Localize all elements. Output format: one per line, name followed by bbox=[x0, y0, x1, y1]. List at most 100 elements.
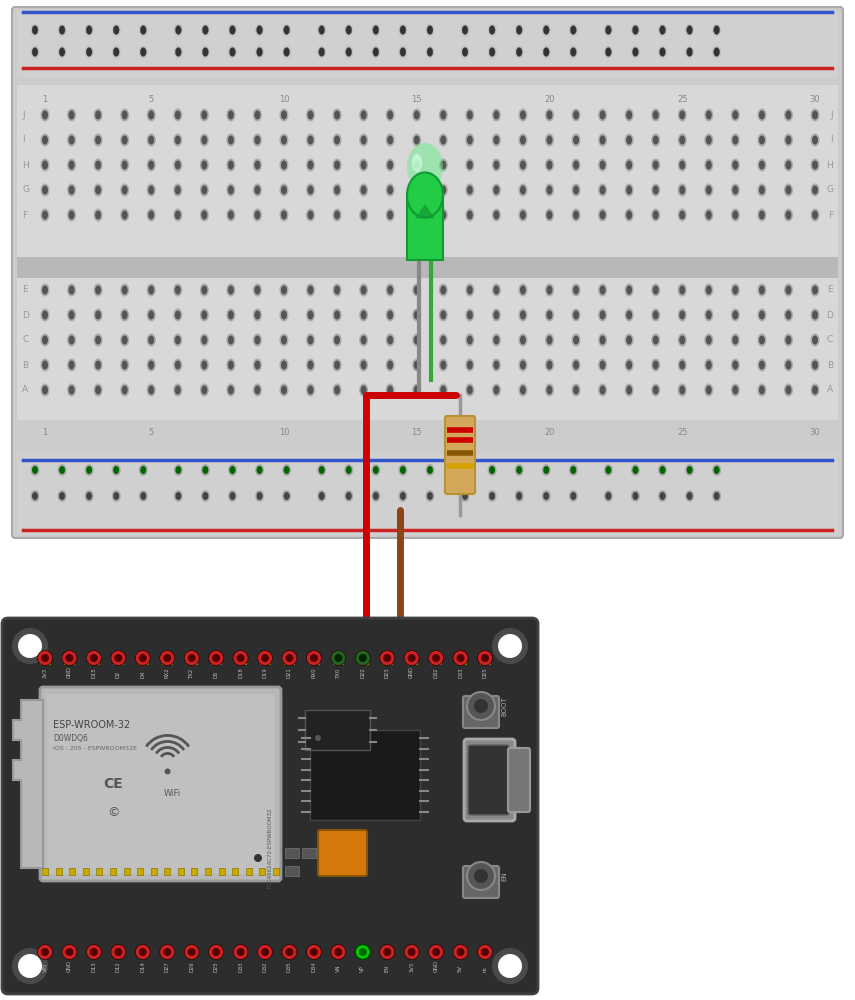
Ellipse shape bbox=[598, 359, 607, 371]
Ellipse shape bbox=[626, 310, 632, 320]
Ellipse shape bbox=[811, 383, 819, 396]
Ellipse shape bbox=[625, 383, 634, 396]
Circle shape bbox=[474, 869, 488, 883]
Ellipse shape bbox=[545, 308, 554, 322]
Ellipse shape bbox=[147, 383, 156, 396]
Ellipse shape bbox=[679, 360, 685, 369]
Bar bbox=[89, 656, 99, 664]
Ellipse shape bbox=[705, 184, 713, 196]
Ellipse shape bbox=[678, 184, 687, 196]
Ellipse shape bbox=[253, 383, 262, 396]
Ellipse shape bbox=[227, 184, 235, 196]
Ellipse shape bbox=[281, 286, 287, 294]
Ellipse shape bbox=[86, 466, 92, 474]
Ellipse shape bbox=[658, 490, 667, 502]
FancyBboxPatch shape bbox=[47, 694, 274, 874]
FancyBboxPatch shape bbox=[464, 739, 515, 821]
Ellipse shape bbox=[32, 466, 38, 474]
FancyBboxPatch shape bbox=[407, 195, 443, 260]
Ellipse shape bbox=[228, 336, 234, 344]
Ellipse shape bbox=[227, 308, 235, 322]
Circle shape bbox=[492, 948, 528, 984]
Ellipse shape bbox=[255, 490, 264, 502]
Ellipse shape bbox=[598, 184, 607, 196]
Ellipse shape bbox=[414, 336, 420, 344]
Circle shape bbox=[432, 654, 440, 662]
Ellipse shape bbox=[465, 334, 475, 347]
Ellipse shape bbox=[733, 310, 739, 320]
Ellipse shape bbox=[439, 158, 448, 172]
Ellipse shape bbox=[493, 110, 499, 119]
Ellipse shape bbox=[598, 308, 607, 322]
Ellipse shape bbox=[85, 464, 94, 476]
Ellipse shape bbox=[569, 464, 578, 476]
Ellipse shape bbox=[93, 359, 103, 371]
Ellipse shape bbox=[201, 310, 207, 320]
Ellipse shape bbox=[306, 284, 315, 296]
Ellipse shape bbox=[812, 211, 818, 220]
Bar bbox=[40, 948, 50, 956]
Text: D: D bbox=[826, 310, 833, 320]
Ellipse shape bbox=[387, 310, 393, 320]
Text: D26: D26 bbox=[189, 961, 194, 972]
Ellipse shape bbox=[599, 336, 605, 344]
Ellipse shape bbox=[200, 359, 209, 371]
Text: D27: D27 bbox=[165, 961, 170, 972]
Ellipse shape bbox=[520, 336, 526, 344]
Ellipse shape bbox=[281, 211, 287, 220]
Ellipse shape bbox=[543, 47, 549, 56]
Ellipse shape bbox=[573, 186, 579, 194]
Ellipse shape bbox=[492, 133, 501, 146]
Ellipse shape bbox=[308, 310, 314, 320]
Circle shape bbox=[62, 650, 77, 666]
Ellipse shape bbox=[42, 286, 48, 294]
Ellipse shape bbox=[520, 360, 526, 369]
Circle shape bbox=[86, 650, 102, 666]
Ellipse shape bbox=[42, 135, 48, 144]
Ellipse shape bbox=[147, 158, 156, 172]
Bar bbox=[480, 948, 490, 956]
Text: RX0: RX0 bbox=[311, 667, 316, 678]
Ellipse shape bbox=[255, 186, 261, 194]
Ellipse shape bbox=[67, 334, 76, 347]
Ellipse shape bbox=[281, 135, 287, 144]
Ellipse shape bbox=[573, 310, 579, 320]
Circle shape bbox=[233, 650, 248, 666]
Ellipse shape bbox=[784, 383, 793, 396]
Ellipse shape bbox=[631, 464, 640, 476]
Ellipse shape bbox=[40, 383, 50, 396]
Ellipse shape bbox=[227, 359, 235, 371]
Ellipse shape bbox=[148, 385, 154, 394]
Circle shape bbox=[257, 944, 273, 960]
Ellipse shape bbox=[174, 464, 183, 476]
Ellipse shape bbox=[174, 336, 180, 344]
Text: D12: D12 bbox=[115, 961, 121, 972]
Ellipse shape bbox=[465, 308, 475, 322]
Circle shape bbox=[315, 735, 321, 741]
Text: 3V3: 3V3 bbox=[410, 962, 414, 972]
Ellipse shape bbox=[811, 284, 819, 296]
Ellipse shape bbox=[42, 336, 48, 344]
Ellipse shape bbox=[334, 286, 340, 294]
Ellipse shape bbox=[201, 490, 210, 502]
Ellipse shape bbox=[733, 286, 739, 294]
Ellipse shape bbox=[280, 383, 288, 396]
Ellipse shape bbox=[520, 310, 526, 320]
Ellipse shape bbox=[733, 385, 739, 394]
Ellipse shape bbox=[387, 385, 393, 394]
Ellipse shape bbox=[573, 360, 579, 369]
Ellipse shape bbox=[67, 184, 76, 196]
Ellipse shape bbox=[361, 385, 367, 394]
Ellipse shape bbox=[493, 286, 499, 294]
Ellipse shape bbox=[85, 490, 94, 502]
Ellipse shape bbox=[174, 184, 182, 196]
Ellipse shape bbox=[201, 135, 207, 144]
Ellipse shape bbox=[40, 334, 50, 347]
Ellipse shape bbox=[465, 184, 475, 196]
Ellipse shape bbox=[687, 492, 693, 500]
Ellipse shape bbox=[68, 385, 74, 394]
Ellipse shape bbox=[229, 466, 235, 474]
Ellipse shape bbox=[227, 108, 235, 121]
Ellipse shape bbox=[256, 25, 262, 34]
Ellipse shape bbox=[786, 186, 792, 194]
